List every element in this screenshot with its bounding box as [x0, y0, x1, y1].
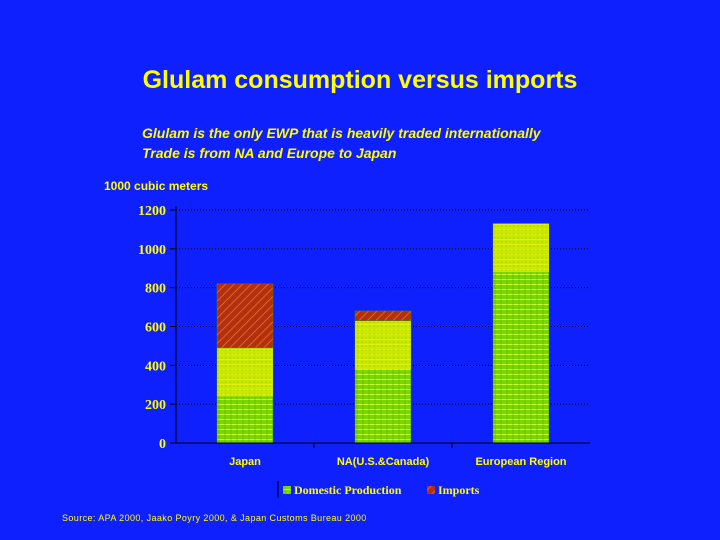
bar-imports-0: [216, 283, 274, 349]
bar-domestic-highlight-1: [355, 320, 411, 370]
slide-title: Glulam consumption versus imports: [142, 66, 578, 94]
y-tick-label-1000: 1000: [138, 243, 166, 258]
legend-swatch-imports: [427, 486, 435, 494]
y-tick-label-800: 800: [145, 282, 166, 297]
bar-domestic-highlight-0: [217, 347, 273, 397]
bar-domestic-highlight-2: [493, 223, 549, 273]
subtitle-line-2: Trade is from NA and Europe to Japan: [142, 145, 397, 161]
x-tick-label-0: Japan: [229, 456, 261, 468]
y-tick-label-0: 0: [159, 437, 166, 452]
x-tick-label-1: NA(U.S.&Canada): [337, 456, 430, 468]
y-tick-label-1200: 1200: [138, 204, 166, 219]
legend-label-domestic: Domestic Production: [294, 483, 402, 497]
legend-swatch-domestic: [283, 486, 291, 494]
y-tick-label-600: 600: [145, 321, 166, 336]
y-tick-label-400: 400: [145, 359, 166, 374]
bar-imports-1: [354, 310, 412, 321]
legend-label-imports: Imports: [438, 483, 480, 497]
y-axis-label: 1000 cubic meters: [104, 179, 209, 193]
subtitle-line-1: Glulam is the only EWP that is heavily t…: [142, 125, 541, 141]
y-tick-label-200: 200: [145, 398, 166, 413]
source-note: Source: APA 2000, Jaako Poyry 2000, & Ja…: [62, 513, 367, 523]
x-tick-label-2: European Region: [475, 456, 566, 468]
